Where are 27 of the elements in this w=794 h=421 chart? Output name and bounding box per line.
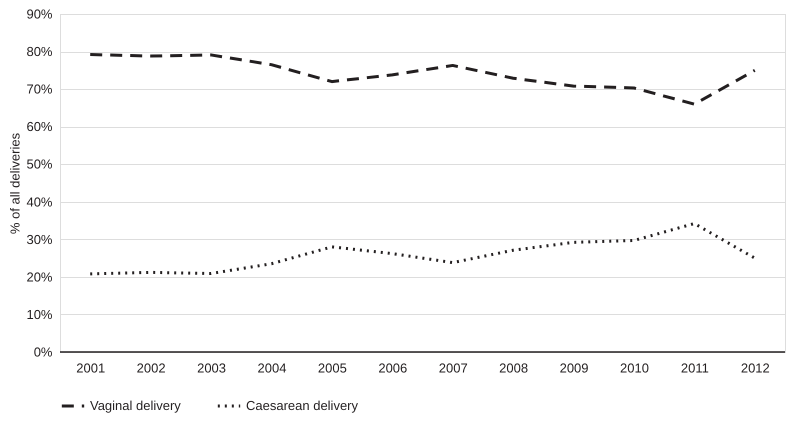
y-tick-label: 70%	[26, 82, 53, 97]
legend-label: Vaginal delivery	[90, 398, 182, 413]
y-tick-label: 40%	[26, 194, 53, 210]
line-series	[88, 222, 756, 276]
x-tick-label: 2010	[620, 360, 649, 376]
line-series	[88, 53, 756, 106]
y-tick-label: 30%	[26, 232, 53, 247]
y-tick-label: 80%	[26, 44, 53, 60]
x-tick-label: 2006	[378, 360, 408, 376]
y-tick-label: 50%	[26, 156, 53, 172]
y-tick-label: 10%	[26, 306, 53, 322]
y-axis-title: % of all deliveries	[7, 132, 22, 234]
y-tick-label: 90%	[26, 6, 53, 22]
y-tick-label: 60%	[26, 119, 53, 134]
x-tick-label: 2003	[197, 360, 226, 376]
y-tick-label: 20%	[26, 269, 53, 284]
x-tick-label: 2002	[136, 360, 166, 376]
x-tick-label: 2012	[740, 360, 770, 376]
x-tick-label: 2011	[680, 360, 709, 376]
x-tick-label: 2009	[560, 360, 589, 376]
x-tick-label: 2007	[438, 360, 468, 376]
x-tick-label: 2005	[318, 360, 347, 376]
x-tick-label: 2004	[257, 360, 286, 376]
x-tick-label: 2008	[499, 360, 528, 376]
x-tick-label: 2001	[76, 360, 106, 376]
legend-label: Caesarean delivery	[246, 398, 359, 413]
y-tick-label: 0%	[34, 344, 53, 360]
